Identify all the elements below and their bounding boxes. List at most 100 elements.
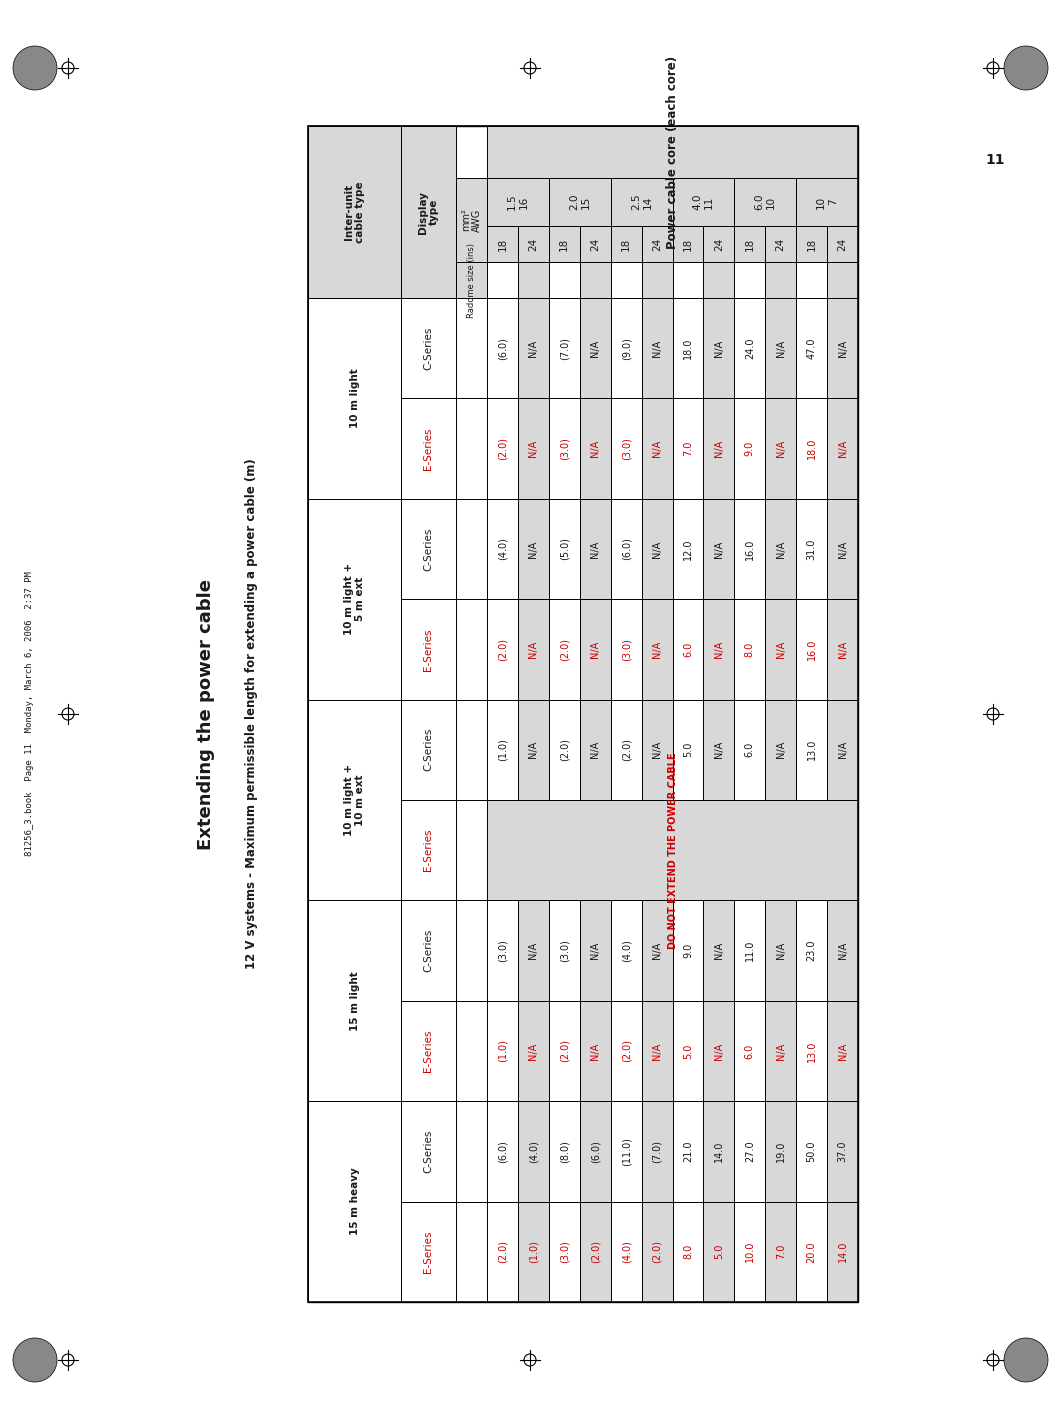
Text: 37.0: 37.0 [837, 1141, 848, 1162]
Bar [673, 901, 703, 1001]
Bar [579, 498, 611, 600]
Text: 8.0: 8.0 [683, 1244, 693, 1259]
Text: (8.0): (8.0) [559, 1140, 570, 1162]
Bar [828, 901, 858, 1001]
Bar [487, 600, 518, 700]
Text: 18: 18 [683, 237, 693, 251]
Circle shape [13, 46, 57, 90]
Bar [642, 1201, 673, 1302]
Text: 18: 18 [621, 237, 631, 251]
Bar [765, 1201, 796, 1302]
Bar [642, 1001, 673, 1101]
Bar [487, 1201, 518, 1302]
Bar [611, 498, 642, 600]
Bar [308, 1101, 401, 1302]
Bar [673, 261, 703, 298]
Text: N/A: N/A [653, 641, 662, 658]
Bar [518, 298, 549, 398]
Bar [401, 398, 456, 498]
Text: 10 m light +
5 m ext: 10 m light + 5 m ext [344, 563, 365, 635]
Bar [549, 901, 579, 1001]
Text: N/A: N/A [776, 641, 786, 658]
Bar [487, 1001, 518, 1101]
Bar [611, 901, 642, 1001]
Bar [487, 800, 858, 901]
Bar [611, 398, 642, 498]
Bar [703, 398, 734, 498]
Bar [734, 178, 796, 226]
Text: N/A: N/A [653, 741, 662, 758]
Bar [734, 1201, 765, 1302]
Text: (6.0): (6.0) [498, 1140, 507, 1162]
Text: (2.0): (2.0) [498, 638, 507, 661]
Text: C-Series: C-Series [423, 527, 434, 571]
Text: 24: 24 [528, 237, 538, 251]
Text: N/A: N/A [590, 741, 601, 758]
Bar [487, 298, 518, 398]
Text: (2.0): (2.0) [498, 1241, 507, 1264]
Bar [401, 298, 456, 398]
Bar [611, 298, 642, 398]
Text: C-Series: C-Series [423, 728, 434, 771]
Bar [549, 1001, 579, 1101]
Bar [673, 1201, 703, 1302]
Text: 7.0: 7.0 [683, 441, 693, 457]
Text: 18: 18 [745, 237, 754, 251]
Text: N/A: N/A [653, 540, 662, 557]
Text: 18: 18 [498, 237, 507, 251]
Text: (1.0): (1.0) [498, 1040, 507, 1062]
Bar [579, 398, 611, 498]
Bar [549, 700, 579, 800]
Bar [579, 1201, 611, 1302]
Text: N/A: N/A [714, 440, 724, 457]
Bar [518, 1001, 549, 1101]
Text: 6.0
10: 6.0 10 [754, 194, 776, 210]
Bar [611, 700, 642, 800]
Text: 27.0: 27.0 [745, 1141, 754, 1162]
Bar [673, 298, 703, 398]
Bar [673, 1101, 703, 1201]
Text: (4.0): (4.0) [621, 1241, 631, 1264]
Text: (7.0): (7.0) [559, 337, 570, 360]
Text: (2.0): (2.0) [559, 1040, 570, 1062]
Text: 11.0: 11.0 [745, 940, 754, 961]
Bar [828, 498, 858, 600]
Bar [579, 600, 611, 700]
Text: N/A: N/A [528, 540, 538, 557]
Text: E-Series: E-Series [423, 1030, 434, 1072]
Bar [549, 398, 579, 498]
Text: N/A: N/A [776, 741, 786, 758]
Bar [828, 226, 858, 261]
Text: N/A: N/A [653, 942, 662, 960]
Text: N/A: N/A [776, 440, 786, 457]
Bar [765, 1001, 796, 1101]
Bar [765, 298, 796, 398]
Bar [549, 178, 611, 226]
Bar [734, 901, 765, 1001]
Text: 19.0: 19.0 [776, 1141, 786, 1162]
Bar [703, 600, 734, 700]
Text: (3.0): (3.0) [559, 437, 570, 460]
Text: 21.0: 21.0 [683, 1141, 693, 1162]
Bar [518, 498, 549, 600]
Text: 10 m light: 10 m light [349, 368, 360, 428]
Text: 7.0: 7.0 [776, 1244, 786, 1259]
Bar [611, 1101, 642, 1201]
Bar [308, 126, 858, 1302]
Bar [642, 600, 673, 700]
Bar [456, 498, 487, 600]
Bar [401, 498, 456, 600]
Text: (4.0): (4.0) [528, 1140, 538, 1162]
Text: (3.0): (3.0) [559, 1241, 570, 1264]
Text: (7.0): (7.0) [653, 1140, 662, 1162]
Bar [703, 298, 734, 398]
Bar [828, 1201, 858, 1302]
Bar [487, 178, 549, 226]
Bar [796, 398, 828, 498]
Bar [642, 226, 673, 261]
Text: N/A: N/A [837, 540, 848, 557]
Bar [642, 261, 673, 298]
Bar [579, 1101, 611, 1201]
Text: E-Series: E-Series [423, 1231, 434, 1272]
Bar [549, 498, 579, 600]
